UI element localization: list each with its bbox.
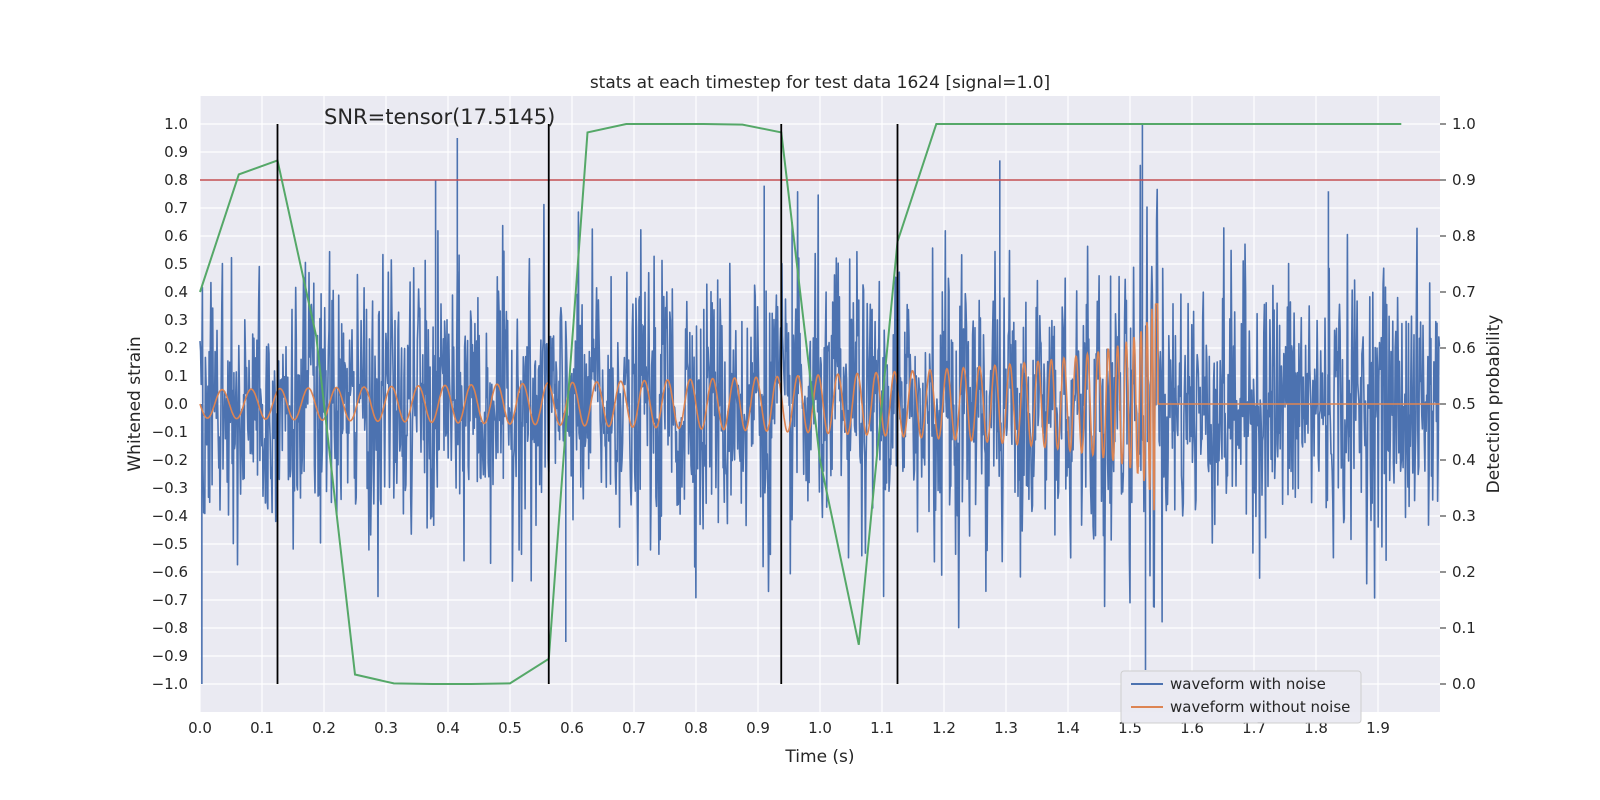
y-tick-label-right: 0.4 (1452, 451, 1476, 469)
x-tick-label: 1.9 (1366, 719, 1390, 737)
x-tick-label: 1.4 (1056, 719, 1080, 737)
y-tick-label-right: 1.0 (1452, 115, 1476, 133)
y-tick-label-left: 0.2 (164, 339, 188, 357)
noisy-waveform-line (199, 164, 1441, 629)
y-tick-label-right: 0.7 (1452, 283, 1476, 301)
y-axis-label-left: Whitened strain (125, 336, 145, 471)
y-tick-label-left: 0.7 (164, 199, 188, 217)
y-tick-label-left: −0.8 (152, 619, 188, 637)
tick-labels: 0.0 0.1 0.2 0.3 0.4 0.5 0.6 0.7 0.8 0.9 1.0 1.1 1.2 1… (152, 115, 1476, 737)
y-tick-label-left: −0.3 (152, 479, 188, 497)
legend-label-noisy: waveform with noise (1170, 675, 1326, 693)
y-tick-label-left: 1.0 (164, 115, 188, 133)
x-tick-label: 0.3 (374, 719, 398, 737)
x-tick-label: 0.1 (250, 719, 274, 737)
y-tick-label-left: 0.1 (164, 367, 188, 385)
y-tick-label-left: 0.9 (164, 143, 188, 161)
x-tick-label: 0.2 (312, 719, 336, 737)
legend-box (1120, 670, 1362, 724)
y-tick-label-left: −0.4 (152, 507, 188, 525)
y-tick-label-right: 0.9 (1452, 171, 1476, 189)
x-tick-label: 0.7 (622, 719, 646, 737)
y-tick-label-left: 0.6 (164, 227, 188, 245)
vertical-markers (276, 124, 899, 684)
x-tick-label: 1.2 (932, 719, 956, 737)
y-tick-label-left: −0.9 (152, 647, 188, 665)
y-tick-label-left: 0.0 (164, 395, 188, 413)
legend-label-clean: waveform without noise (1170, 698, 1350, 716)
y-tick-label-left: 0.3 (164, 311, 188, 329)
x-tick-label: 0.9 (746, 719, 770, 737)
x-tick-label: 0.8 (684, 719, 708, 737)
x-tick-label: 1.3 (994, 719, 1018, 737)
x-axis-label: Time (s) (784, 747, 854, 767)
y-tick-label-right: 0.1 (1452, 619, 1476, 637)
x-tick-label: 1.0 (808, 719, 832, 737)
y-tick-label-left: 0.5 (164, 255, 188, 273)
y-tick-label-left: −0.1 (152, 423, 188, 441)
grid (199, 96, 1440, 712)
x-tick-label: 1.1 (870, 719, 894, 737)
y-tick-label-right: 0.2 (1452, 563, 1476, 581)
y-tick-label-left: −0.7 (152, 591, 188, 609)
y-tick-label-left: 0.4 (164, 283, 188, 301)
x-tick-label: 0.6 (560, 719, 584, 737)
y-tick-label-left: −0.6 (152, 563, 188, 581)
y-tick-label-right: 0.0 (1452, 675, 1476, 693)
series-detection-probability (199, 123, 1402, 685)
snr-annotation: SNR=tensor(17.5145) (324, 105, 555, 129)
probability-line (199, 123, 1402, 685)
y-tick-label-right: 0.6 (1452, 339, 1476, 357)
x-tick-label: 0.4 (436, 719, 460, 737)
x-tick-label: 0.5 (498, 719, 522, 737)
y-axis-label-right: Detection probability (1484, 315, 1504, 494)
y-tick-label-right: 0.8 (1452, 227, 1476, 245)
y-tick-label-left: −1.0 (152, 675, 188, 693)
y-tick-label-left: −0.2 (152, 451, 188, 469)
y-tick-label-right: 0.3 (1452, 507, 1476, 525)
legend: waveform with noise waveform without noi… (1120, 670, 1362, 724)
clean-waveform-line (199, 303, 1440, 511)
y-tick-label-left: −0.5 (152, 535, 188, 553)
y-tick-label-right: 0.5 (1452, 395, 1476, 413)
chart-title: stats at each timestep for test data 162… (590, 73, 1050, 93)
x-tick-label: 0.0 (188, 719, 212, 737)
series-waveform-without-noise (199, 303, 1440, 511)
y-tick-label-left: 0.8 (164, 171, 188, 189)
